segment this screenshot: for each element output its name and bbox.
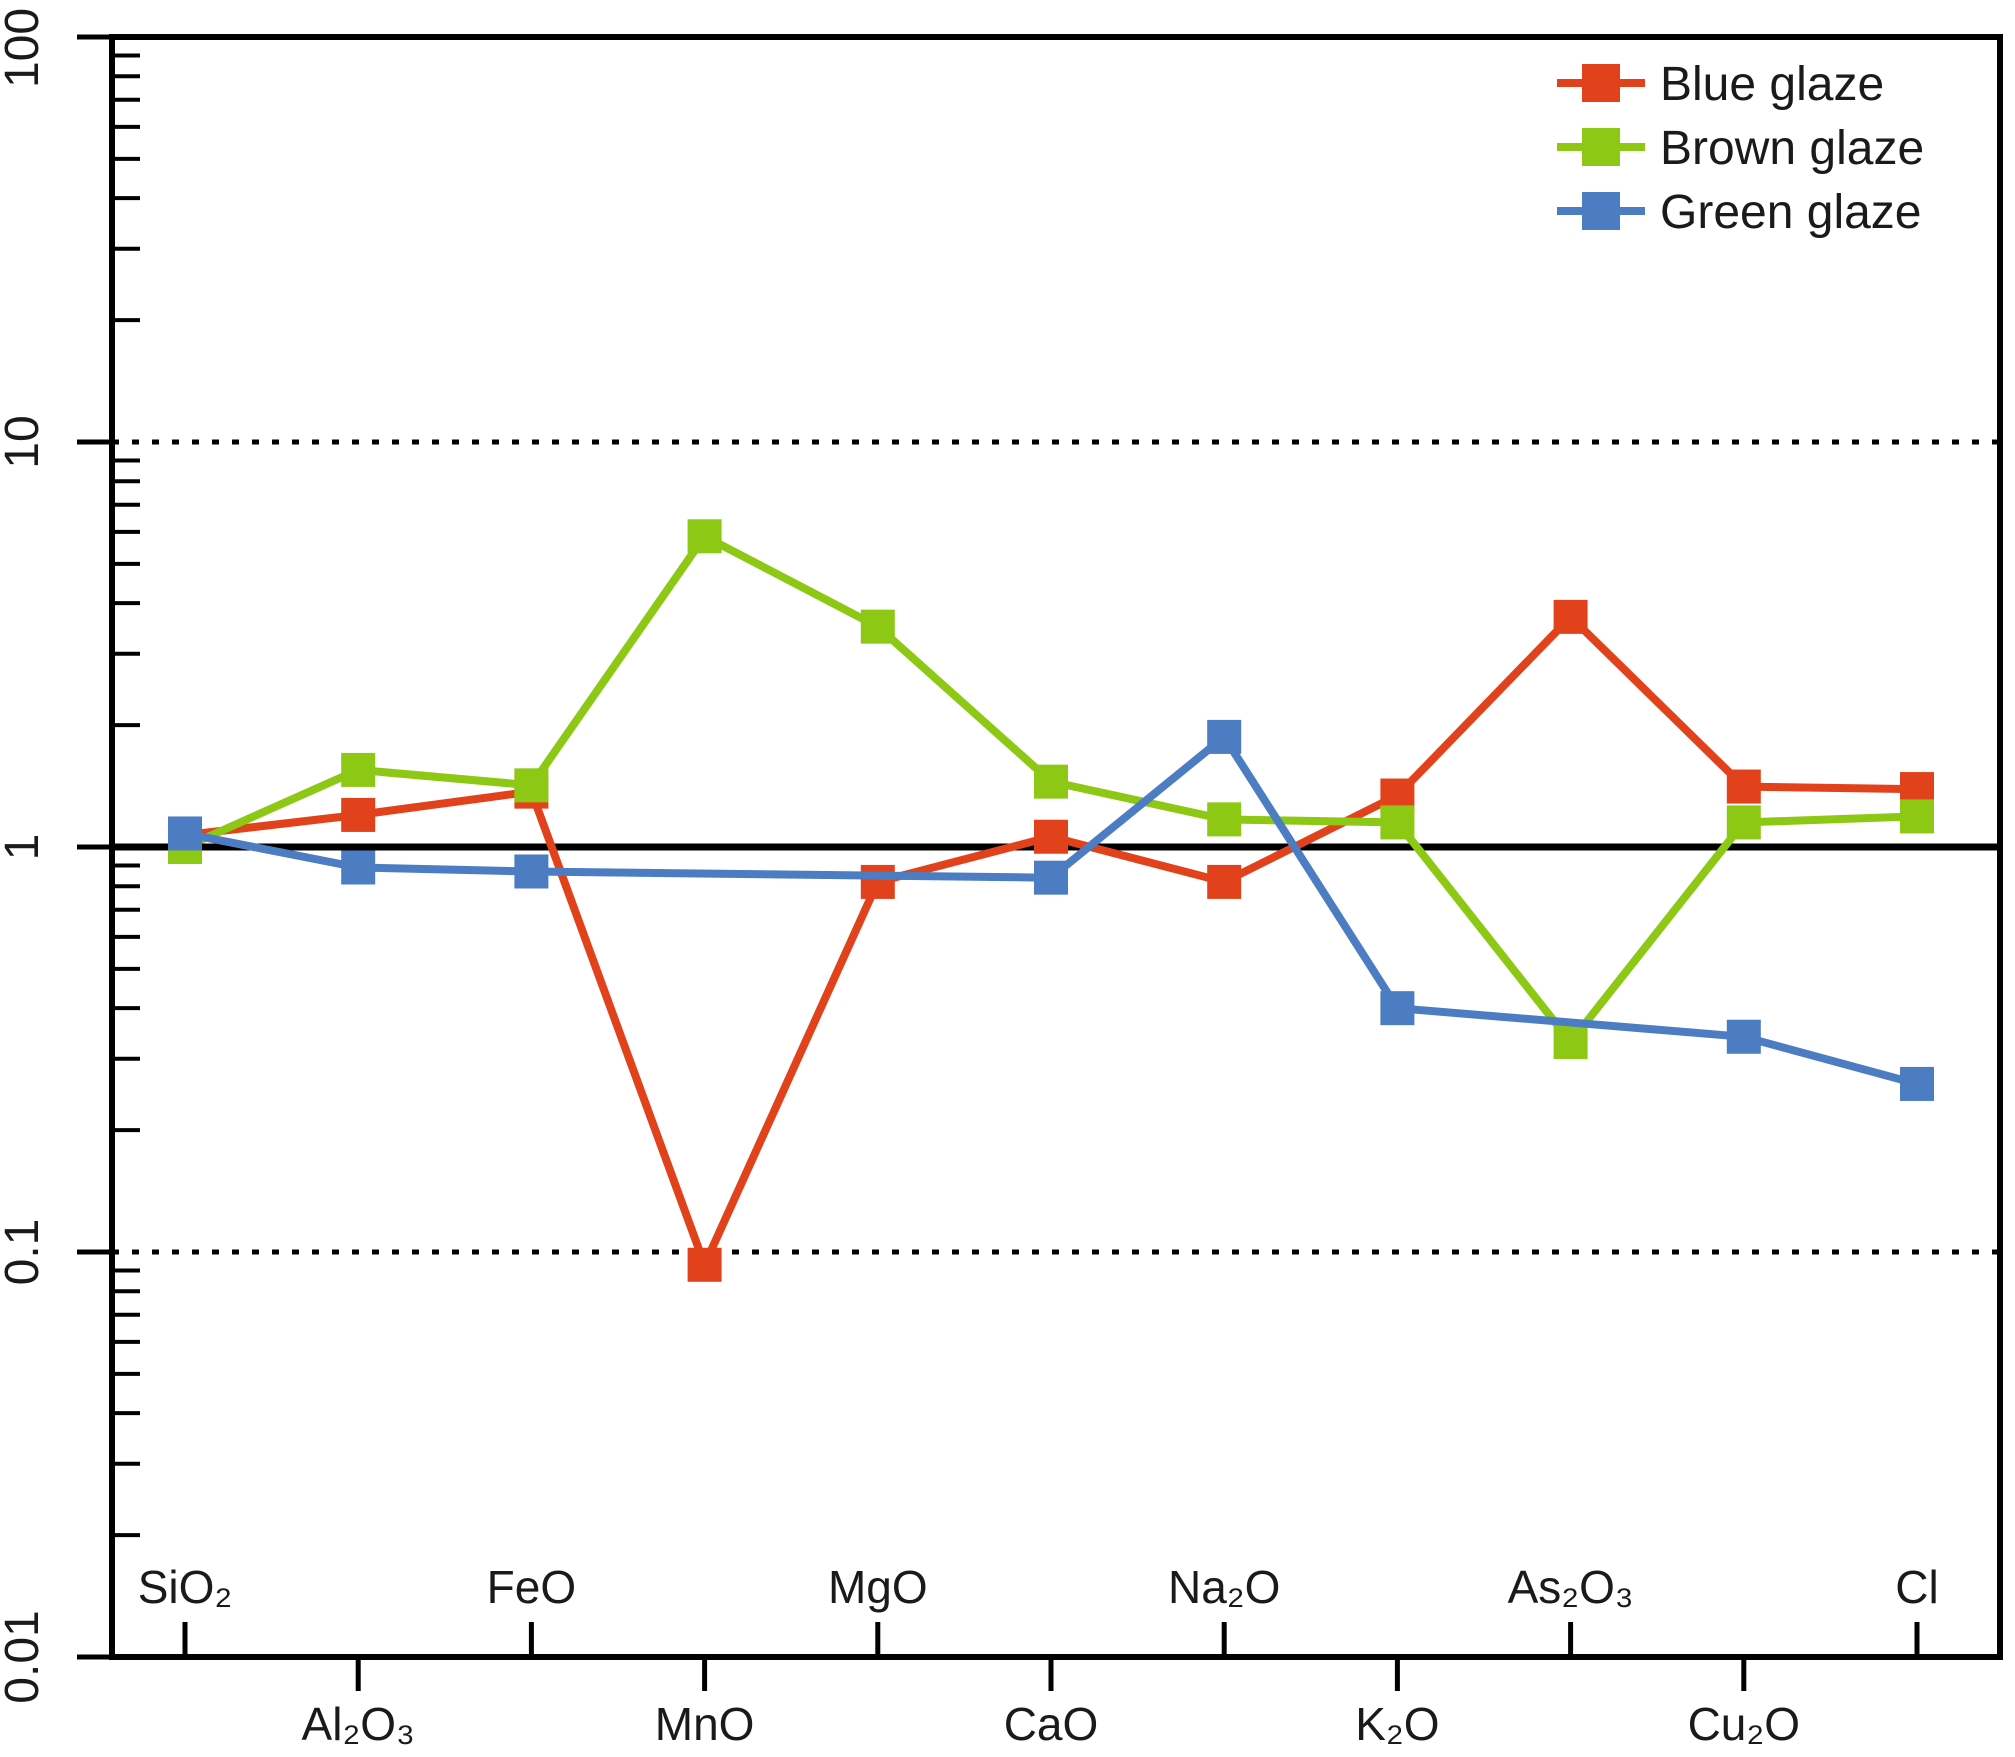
x-tick-label: K₂O xyxy=(1355,1698,1439,1750)
y-tick-label: 10 xyxy=(0,415,49,468)
series-line-green-glaze xyxy=(184,732,1919,1088)
data-point-marker-green-glaze xyxy=(1207,719,1242,754)
data-point-marker-blue-glaze xyxy=(341,797,376,832)
x-tick-label: FeO xyxy=(487,1561,576,1613)
x-tick-label: Na₂O xyxy=(1168,1561,1280,1613)
y-tick-label: 0.01 xyxy=(0,1610,49,1703)
data-point-marker-blue-glaze xyxy=(1207,864,1242,899)
series-line-blue-glaze xyxy=(184,612,1918,1269)
data-point-marker-green-glaze xyxy=(1380,991,1415,1026)
data-point-marker-blue-glaze xyxy=(687,1247,722,1282)
data-point-marker-brown-glaze xyxy=(1207,802,1242,837)
legend-marker-brown-glaze xyxy=(1582,128,1620,166)
data-point-marker-brown-glaze xyxy=(1034,764,1068,799)
legend-label-brown-glaze: Brown glaze xyxy=(1660,122,1924,175)
y-tick-label: 1 xyxy=(0,834,49,861)
data-point-marker-brown-glaze xyxy=(1900,799,1934,834)
data-point-marker-blue-glaze xyxy=(860,864,895,899)
data-point-marker-green-glaze xyxy=(514,854,549,889)
legend-label-blue-glaze: Blue glaze xyxy=(1660,58,1884,111)
data-point-marker-brown-glaze xyxy=(1726,805,1761,840)
x-tick-label: Al₂O₃ xyxy=(302,1698,415,1750)
y-tick-label: 0.1 xyxy=(0,1219,49,1286)
x-tick-label: CaO xyxy=(1004,1698,1099,1750)
data-point-marker-brown-glaze xyxy=(687,519,722,554)
data-point-marker-brown-glaze xyxy=(341,752,376,787)
x-tick-label: MgO xyxy=(828,1561,928,1613)
data-point-marker-green-glaze xyxy=(168,816,202,851)
data-point-marker-green-glaze xyxy=(341,850,376,885)
data-point-marker-blue-glaze xyxy=(1553,599,1588,634)
legend-label-green-glaze: Green glaze xyxy=(1660,186,1922,239)
data-point-marker-green-glaze xyxy=(1726,1019,1761,1054)
data-point-marker-brown-glaze xyxy=(860,609,895,644)
data-point-marker-brown-glaze xyxy=(514,768,549,803)
data-point-marker-green-glaze xyxy=(1900,1066,1934,1101)
x-tick-label: SiO₂ xyxy=(138,1561,233,1613)
data-point-marker-brown-glaze xyxy=(1380,805,1415,840)
legend-marker-blue-glaze xyxy=(1582,64,1620,102)
data-point-marker-blue-glaze xyxy=(1034,819,1068,854)
x-tick-label: Cu₂O xyxy=(1688,1698,1800,1750)
data-point-marker-blue-glaze xyxy=(1726,769,1761,804)
legend-marker-green-glaze xyxy=(1582,192,1620,230)
x-tick-label: MnO xyxy=(655,1698,755,1750)
x-tick-label: As₂O₃ xyxy=(1508,1561,1634,1613)
x-tick-label: Cl xyxy=(1895,1561,1938,1613)
y-tick-label: 100 xyxy=(0,8,49,88)
data-point-marker-green-glaze xyxy=(1034,860,1068,895)
data-point-marker-brown-glaze xyxy=(1553,1025,1588,1060)
